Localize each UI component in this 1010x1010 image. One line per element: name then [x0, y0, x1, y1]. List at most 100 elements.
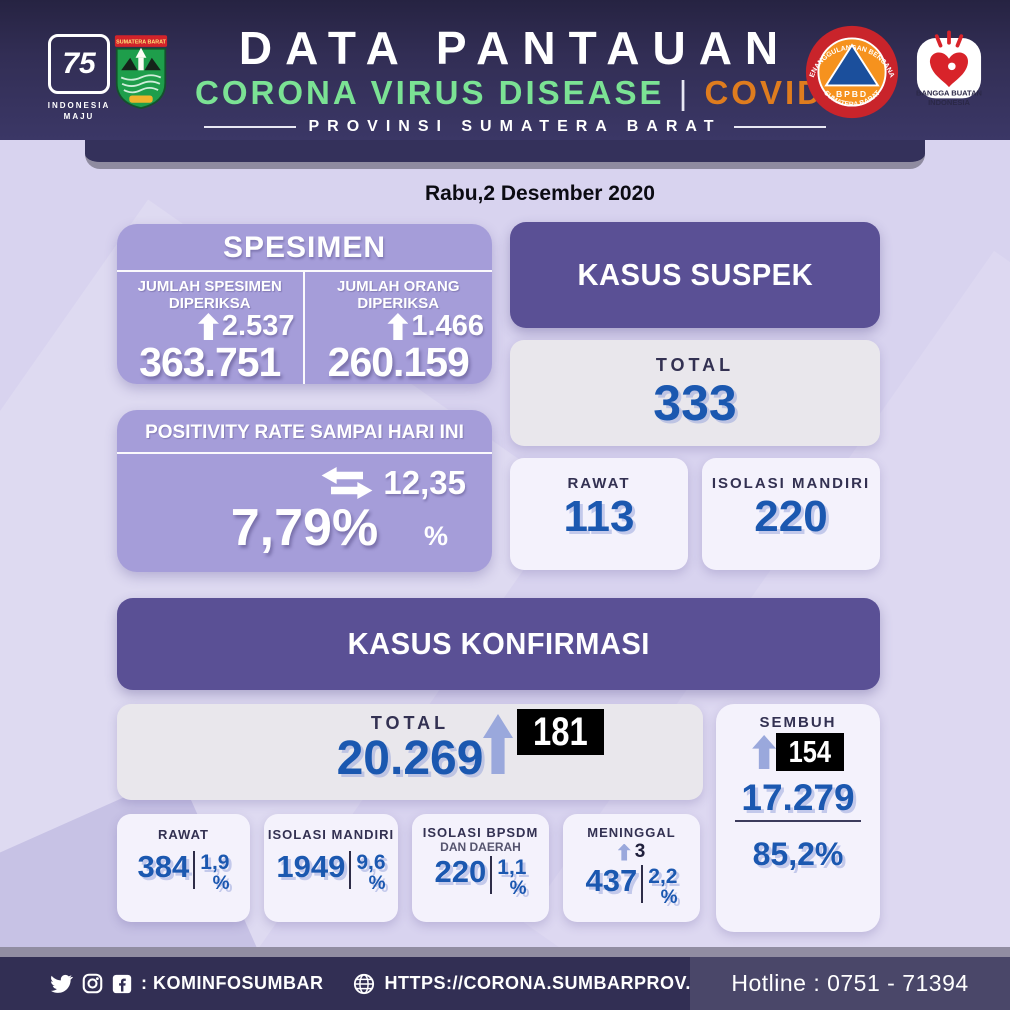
social-handle: : KOMINFOSUMBAR	[141, 973, 324, 993]
suspek-total-value: 333	[653, 375, 737, 431]
header-title-block: DATA PANTAUAN CORONA VIRUS DISEASE | COV…	[195, 24, 878, 136]
positivity-delta: 12,35	[383, 464, 466, 501]
kasus-konfirmasi-title: KASUS KONFIRMASI	[347, 626, 650, 661]
positivity-value: 7,79%	[230, 499, 379, 557]
stat-value: 220	[434, 854, 487, 890]
facebook-icon	[112, 974, 132, 994]
stat-percent: 9,6	[356, 851, 386, 874]
stat-percent-sign: %	[212, 873, 230, 895]
region-line-right	[733, 126, 826, 129]
hotline-text: Hotline : 0751 - 71394	[731, 970, 969, 996]
stat-label-line2: DAN DAERAH	[440, 840, 521, 854]
bangga-caption2: INDONESIA	[928, 98, 970, 107]
logo-75-caption1: INDONESIA	[47, 101, 111, 110]
suspek-isolasi-card: ISOLASI MANDIRI 220	[702, 458, 880, 570]
konfirmasi-total-value: 20.269	[336, 732, 484, 785]
spesimen-left-delta: 2.537	[221, 310, 295, 342]
globe-icon	[353, 973, 375, 995]
suspek-rawat-value: 113	[563, 492, 635, 541]
suspek-isolasi-label: ISOLASI MANDIRI	[711, 475, 871, 492]
konfirmasi-isolasi-mandiri-card: ISOLASI MANDIRI 1949 9,6 %	[264, 814, 398, 922]
spesimen-right-label2: DIPERIKSA	[357, 294, 440, 312]
konfirmasi-total-delta: 181	[533, 710, 588, 754]
subtitle-divider: |	[678, 74, 691, 112]
hotline-section: Hotline : 0751 - 71394	[690, 957, 1010, 1010]
logo-75-number: 75	[62, 47, 96, 80]
75-logo-mark: 75	[48, 34, 110, 94]
stat-delta-row: 3	[563, 841, 700, 863]
suspek-total-card: TOTAL 333	[510, 340, 880, 446]
subtitle-disease: CORONA VIRUS DISEASE	[195, 74, 665, 112]
spesimen-left-label2: DIPERIKSA	[168, 294, 251, 312]
spesimen-left-value: 363.751	[139, 339, 281, 385]
stat-value: 384	[137, 849, 190, 884]
header-bottom-tab	[85, 140, 925, 169]
suspek-rawat-label: RAWAT	[567, 475, 631, 492]
poster-subtitle: CORONA VIRUS DISEASE | COVID-19	[195, 74, 878, 112]
stat-label: RAWAT	[158, 827, 209, 842]
konfirmasi-total-card: TOTAL 20.269 181	[117, 704, 703, 800]
sembuh-delta-badge: 154	[776, 733, 844, 771]
website-url: HTTPS://CORONA.SUMBARPROV.GO.ID	[384, 973, 745, 993]
spesimen-columns: JUMLAH SPESIMEN DIPERIKSA 2.537 363.751 …	[117, 272, 492, 384]
stat-value-row: 384 1,9 %	[117, 851, 250, 895]
stat-divider	[193, 851, 196, 889]
spesimen-diperiksa-column: JUMLAH SPESIMEN DIPERIKSA 2.537 363.751	[117, 272, 305, 384]
stat-label: ISOLASI MANDIRI	[267, 827, 395, 842]
stat-percent: 2,2	[648, 865, 678, 888]
stat-percent-sign: %	[660, 887, 678, 909]
stat-value-row: 220 1,1 %	[412, 856, 549, 900]
bpbd-abbr: BPBD	[836, 89, 868, 99]
sembuh-delta: 154	[788, 734, 832, 769]
konfirmasi-isolasi-bpsdm-card: ISOLASI BPSDM DAN DAERAH 220 1,1 %	[412, 814, 549, 922]
region-line-left	[204, 126, 297, 129]
instagram-icon	[82, 973, 103, 994]
positivity-delta-unit: %	[423, 521, 448, 551]
stat-label: ISOLASI BPSDM	[422, 825, 539, 840]
suspek-rawat-card: RAWAT 113	[510, 458, 688, 570]
positivity-delta-row: 12,35	[117, 454, 492, 502]
up-arrow-icon	[617, 843, 631, 861]
orang-diperiksa-column: JUMLAH ORANG DIPERIKSA 1.466 260.159	[305, 272, 493, 384]
stat-value: 437	[585, 863, 638, 898]
sumatera-barat-crest-logo: SUMATERA BARAT	[114, 34, 168, 117]
stat-label: MENINGGAL	[587, 825, 676, 840]
stat-divider	[641, 865, 644, 903]
suspek-isolasi-value: 220	[754, 492, 828, 541]
spesimen-left-label1: JUMLAH SPESIMEN	[137, 278, 282, 295]
footer-top-stripe	[0, 947, 1010, 957]
stat-divider	[349, 851, 352, 889]
spesimen-left-delta-row: 2.537	[117, 310, 303, 343]
stat-divider	[490, 856, 493, 895]
konfirmasi-total-label: TOTAL	[370, 713, 450, 733]
region-name: PROVINSI SUMATERA BARAT	[308, 118, 722, 136]
stat-value-row: 1949 9,6 %	[264, 851, 398, 895]
kasus-konfirmasi-header: KASUS KONFIRMASI	[117, 598, 880, 690]
indonesia-maju-75-logo: 75 INDONESIA MAJU	[44, 34, 114, 122]
konfirmasi-delta-badge: 181	[517, 709, 604, 755]
stat-value-row: 437 2,2 %	[563, 865, 700, 909]
spesimen-panel: SPESIMEN JUMLAH SPESIMEN DIPERIKSA 2.537…	[117, 224, 492, 384]
region-row: PROVINSI SUMATERA BARAT	[195, 118, 835, 136]
stat-percent-sign: %	[509, 878, 527, 900]
crest-banner-text: SUMATERA BARAT	[116, 40, 166, 46]
bangga-buatan-indonesia-logo: BANGGA BUATAN INDONESIA	[916, 30, 982, 119]
konfirmasi-rawat-card: RAWAT 384 1,9 %	[117, 814, 250, 922]
crest-graphic: SUMATERA BARAT	[114, 35, 168, 110]
stat-percent: 1,9	[200, 851, 230, 874]
kasus-suspek-title: KASUS SUSPEK	[577, 257, 813, 292]
up-arrow-icon	[752, 735, 777, 769]
stat-delta-value: 3	[634, 841, 646, 862]
spesimen-right-label1: JUMLAH ORANG	[337, 278, 460, 295]
bangga-graphic: BANGGA BUATAN INDONESIA	[916, 30, 982, 107]
stat-value: 1949	[276, 849, 346, 884]
up-arrow-icon	[387, 313, 409, 340]
spesimen-right-delta: 1.466	[411, 310, 484, 342]
stat-percent: 1,1	[497, 856, 527, 880]
sembuh-delta-row: 154	[716, 733, 880, 771]
sembuh-card: SEMBUH 154 17.279 85,2%	[716, 704, 880, 932]
kasus-suspek-header: KASUS SUSPEK	[510, 222, 880, 328]
bpbd-graphic: BADAN PENANGGULANGAN BENCANA DAERAH BPBD…	[802, 19, 899, 119]
spesimen-title: SPESIMEN	[117, 224, 492, 272]
